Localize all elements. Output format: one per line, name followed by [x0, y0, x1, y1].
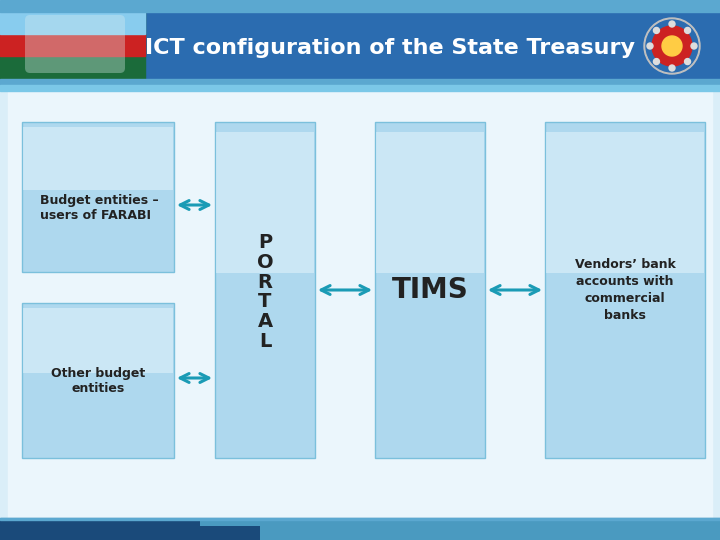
- Circle shape: [644, 18, 700, 74]
- Bar: [375, 122, 485, 458]
- Circle shape: [652, 26, 692, 66]
- Bar: [376, 132, 484, 273]
- Circle shape: [685, 28, 690, 33]
- Circle shape: [685, 58, 690, 65]
- Text: P
O
R
T
A
L: P O R T A L: [257, 233, 274, 351]
- Circle shape: [669, 21, 675, 27]
- Bar: [0, 526, 720, 540]
- Text: Other budget
entities: Other budget entities: [51, 367, 145, 395]
- Circle shape: [647, 43, 653, 49]
- Bar: [0, 85, 720, 91]
- Bar: [0, 34, 145, 56]
- Bar: [0, 12, 720, 80]
- Bar: [0, 518, 720, 526]
- Text: ICT configuration of the State Treasury: ICT configuration of the State Treasury: [145, 38, 635, 58]
- Bar: [545, 122, 705, 458]
- Bar: [0, 12, 145, 34]
- Text: Vendors’ bank
accounts with
commercial
banks: Vendors’ bank accounts with commercial b…: [575, 258, 675, 322]
- Text: Budget entities –
users of FARABI: Budget entities – users of FARABI: [40, 194, 158, 222]
- FancyBboxPatch shape: [25, 15, 125, 73]
- Bar: [546, 132, 704, 273]
- Bar: [0, 12, 145, 80]
- Bar: [8, 90, 712, 518]
- Bar: [23, 308, 173, 373]
- Text: TIMS: TIMS: [392, 276, 469, 304]
- Circle shape: [669, 65, 675, 71]
- Circle shape: [654, 28, 660, 33]
- Bar: [215, 122, 315, 458]
- Bar: [23, 126, 173, 190]
- Bar: [22, 303, 174, 458]
- Circle shape: [662, 36, 682, 56]
- Bar: [0, 79, 720, 85]
- Circle shape: [654, 58, 660, 65]
- Circle shape: [646, 20, 698, 72]
- Circle shape: [691, 43, 697, 49]
- Polygon shape: [0, 520, 260, 540]
- Bar: [0, 0, 720, 12]
- Bar: [216, 132, 314, 273]
- Bar: [22, 122, 174, 272]
- Bar: [0, 518, 720, 520]
